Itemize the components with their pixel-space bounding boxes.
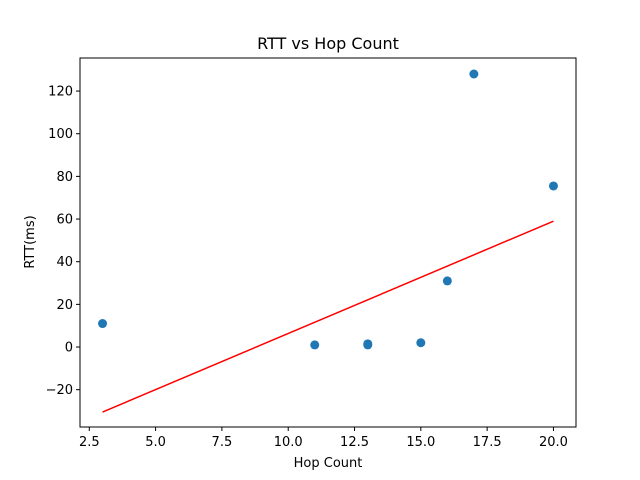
y-tick-label: 100 [48, 127, 73, 142]
x-tick-label: 12.5 [340, 435, 369, 450]
x-tick-label: 17.5 [473, 435, 502, 450]
scatter-point [310, 340, 320, 350]
y-tick-label: 60 [56, 213, 73, 228]
plot-frame [79, 57, 577, 428]
y-tick-label: −20 [46, 383, 73, 398]
trend-line [102, 220, 554, 413]
x-axis: 2.5 5.0 7.5 10.0 12.5 15.0 17.5 20.0 [79, 427, 568, 450]
y-tick-label: 20 [56, 298, 73, 313]
scatter-point [98, 319, 108, 329]
y-tick-label: 40 [56, 255, 73, 270]
y-tick-label: 80 [56, 170, 73, 185]
chart-title: RTT vs Hop Count [257, 34, 399, 53]
x-tick-label: 10.0 [274, 435, 303, 450]
x-tick-label: 15.0 [406, 435, 435, 450]
y-axis-label: RTT(ms) [23, 215, 38, 268]
y-tick-label: 0 [65, 341, 73, 356]
x-tick-label: 20.0 [539, 435, 568, 450]
y-tick-label: 120 [48, 85, 73, 100]
scatter-point [442, 276, 452, 286]
plot-area [98, 69, 558, 413]
x-axis-label: Hop Count [294, 456, 363, 471]
y-axis: −20 0 20 40 60 80 100 120 [46, 85, 80, 398]
scatter-point [416, 338, 426, 348]
scatter-point [469, 69, 479, 79]
x-tick-label: 7.5 [212, 435, 233, 450]
x-tick-label: 5.0 [145, 435, 166, 450]
scatter-point [548, 181, 558, 191]
x-tick-label: 2.5 [79, 435, 100, 450]
scatter-point [363, 340, 373, 350]
